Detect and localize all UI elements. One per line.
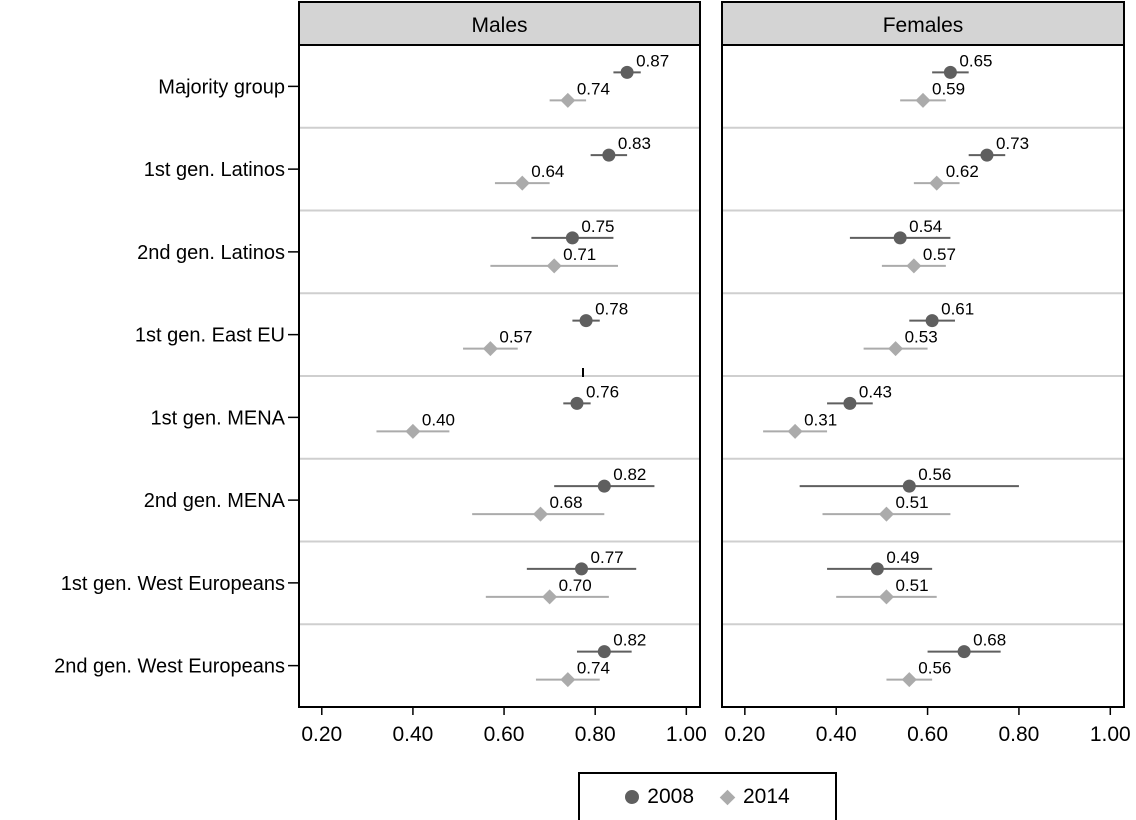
point-2014 [888, 341, 904, 357]
data-label-2008: 0.78 [595, 300, 628, 319]
point-2014 [915, 92, 931, 108]
legend-item-2008: 2008 [625, 785, 694, 809]
panel-males: Males0.870.830.750.780.760.820.770.820.7… [298, 1, 707, 746]
point-2008 [570, 396, 584, 410]
data-label-2008: 0.43 [859, 382, 892, 401]
point-2008 [597, 479, 611, 493]
point-2008 [843, 396, 857, 410]
point-2014 [514, 175, 530, 191]
data-label-2014: 0.74 [577, 79, 610, 98]
category-label: 1st gen. West Europeans [61, 573, 285, 595]
panel-title: Females [883, 14, 964, 37]
point-2014 [542, 589, 558, 605]
legend-item-2014: 2014 [719, 785, 790, 809]
x-tick-label: 0.80 [998, 723, 1039, 746]
legend-label-2014: 2014 [743, 785, 790, 808]
category-label: 2nd gen. Latinos [137, 242, 285, 264]
x-tick-label: 0.60 [907, 723, 948, 746]
data-label-2008: 0.87 [636, 51, 669, 70]
point-2014 [546, 258, 562, 274]
data-label-2008: 0.54 [909, 217, 942, 236]
point-2014 [906, 258, 922, 274]
x-tick-label: 1.00 [1090, 723, 1131, 746]
point-2014 [560, 672, 576, 688]
point-2008 [943, 65, 957, 79]
point-2008 [957, 645, 971, 659]
data-label-2014: 0.51 [895, 493, 928, 512]
panel-title: Males [471, 14, 527, 37]
data-label-2008: 0.73 [996, 134, 1029, 153]
legend-label-2008: 2008 [647, 785, 694, 808]
panel-females: Females 0.65 0.73 0.54 0.61 0.43 0.56 0.49 0.68 0… [721, 1, 1131, 746]
panel-frame [298, 44, 701, 708]
panel-frame [721, 44, 1125, 708]
x-tick-label: 0.20 [724, 723, 765, 746]
point-2014 [787, 423, 803, 439]
point-2008 [579, 314, 593, 328]
data-label-2014: 0.74 [577, 659, 610, 678]
data-label-2014: 0.57 [923, 245, 956, 264]
data-label-2014: 0.59 [932, 79, 965, 98]
data-label-2008: 0.76 [586, 382, 619, 401]
x-tick-label: 0.20 [301, 723, 342, 746]
point-2008 [602, 148, 616, 162]
point-2008 [893, 231, 907, 245]
point-2008 [902, 479, 916, 493]
data-label-2014: 0.71 [563, 245, 596, 264]
point-2008 [575, 562, 589, 576]
point-2014 [405, 423, 421, 439]
category-label: Majority group [158, 76, 285, 98]
x-tick-label: 0.80 [575, 723, 616, 746]
point-2014 [901, 672, 917, 688]
data-label-2014: 0.70 [559, 576, 592, 595]
point-2008 [980, 148, 994, 162]
legend-circle-marker [625, 790, 640, 804]
data-label-2014: 0.68 [550, 493, 583, 512]
x-tick-label: 0.40 [392, 723, 433, 746]
legend: 2008 2014 [578, 772, 837, 820]
data-label-2008: 0.82 [613, 631, 646, 650]
data-label-2008: 0.75 [581, 217, 614, 236]
point-2014 [878, 589, 894, 605]
data-label-2008: 0.61 [941, 300, 974, 319]
panel-header [298, 1, 701, 46]
x-tick-label: 0.40 [816, 723, 857, 746]
data-label-2008: 0.77 [591, 548, 624, 567]
category-label: 1st gen. Latinos [144, 159, 285, 181]
category-label: 1st gen. East EU [135, 325, 285, 347]
point-2014 [560, 92, 576, 108]
point-2008 [620, 65, 634, 79]
data-label-2014: 0.51 [895, 576, 928, 595]
point-2014 [878, 506, 894, 522]
x-tick-label: 0.60 [484, 723, 525, 746]
point-2008 [870, 562, 884, 576]
point-2008 [565, 231, 579, 245]
data-label-2008: 0.65 [959, 51, 992, 70]
data-label-2008: 0.82 [613, 465, 646, 484]
data-label-2014: 0.40 [422, 410, 455, 429]
chart-svg: Majority group 1st gen. Latinos 2nd gen. L… [54, 1, 1131, 746]
x-tick-label: 1.00 [666, 723, 707, 746]
category-label: 1st gen. MENA [150, 407, 285, 429]
category-label: 2nd gen. West Europeans [54, 656, 285, 678]
point-2014 [533, 506, 549, 522]
point-2014 [482, 341, 498, 357]
data-label-2014: 0.64 [531, 162, 564, 181]
point-2008 [925, 314, 939, 328]
data-label-2014: 0.57 [499, 328, 532, 347]
point-2014 [929, 175, 945, 191]
data-label-2014: 0.56 [918, 659, 951, 678]
category-label: 2nd gen. MENA [144, 490, 286, 512]
data-label-2014: 0.62 [946, 162, 979, 181]
data-label-2008: 0.56 [918, 465, 951, 484]
data-label-2014: 0.53 [905, 328, 938, 347]
legend-diamond-marker [719, 789, 736, 805]
point-2008 [597, 645, 611, 659]
data-label-2008: 0.68 [973, 631, 1006, 650]
data-label-2014: 0.31 [804, 410, 837, 429]
data-label-2008: 0.83 [618, 134, 651, 153]
data-label-2008: 0.49 [886, 548, 919, 567]
